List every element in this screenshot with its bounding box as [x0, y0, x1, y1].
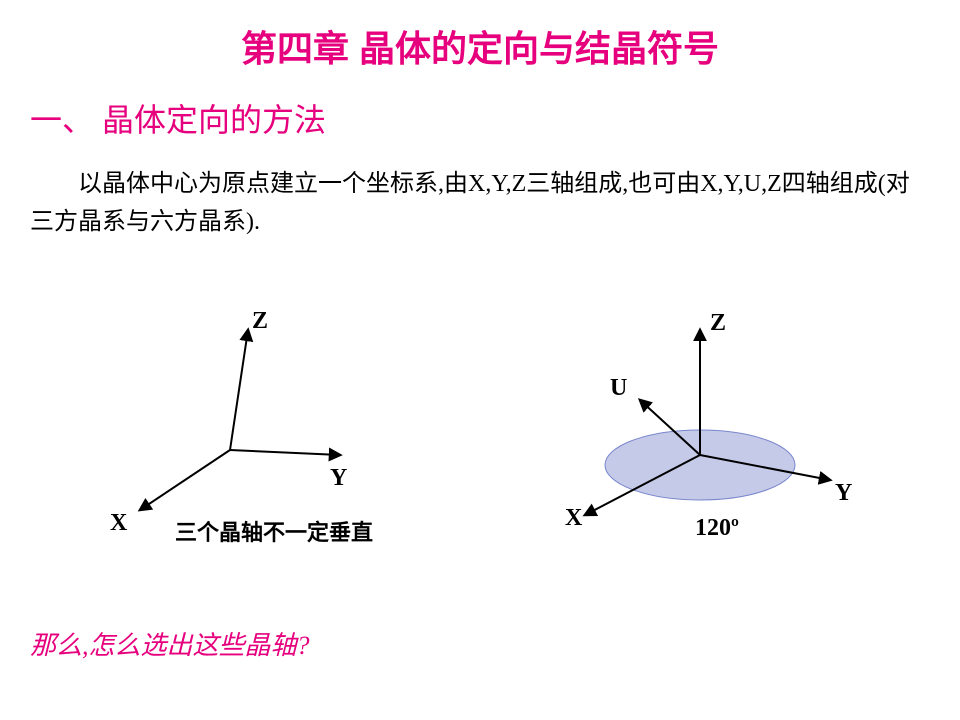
- angle-label: 120º: [695, 515, 739, 541]
- left-diagram-caption: 三个晶轴不一定垂直: [175, 515, 373, 547]
- four-axis-system: Z Y X U 120º: [565, 310, 852, 541]
- y-label: Y: [835, 480, 852, 506]
- z-label: Z: [252, 308, 268, 334]
- axis-diagrams: Z Y X Z Y X U 120º: [0, 300, 960, 580]
- x-axis-line: [140, 450, 230, 510]
- x-label: X: [110, 510, 128, 536]
- u-label: U: [610, 375, 627, 401]
- question-text: 那么,怎么选出这些晶轴?: [30, 625, 310, 662]
- z-label: Z: [710, 310, 726, 336]
- y-axis-line: [230, 450, 340, 455]
- x-label: X: [565, 505, 583, 531]
- section-header: 一、 晶体定向的方法: [30, 95, 326, 141]
- y-label: Y: [330, 465, 347, 491]
- three-axis-system: Z Y X: [110, 308, 347, 536]
- chapter-title: 第四章 晶体的定向与结晶符号: [0, 20, 960, 72]
- body-paragraph: 以晶体中心为原点建立一个坐标系,由X,Y,Z三轴组成,也可由X,Y,U,Z四轴组…: [30, 165, 930, 242]
- z-axis-line: [230, 330, 248, 450]
